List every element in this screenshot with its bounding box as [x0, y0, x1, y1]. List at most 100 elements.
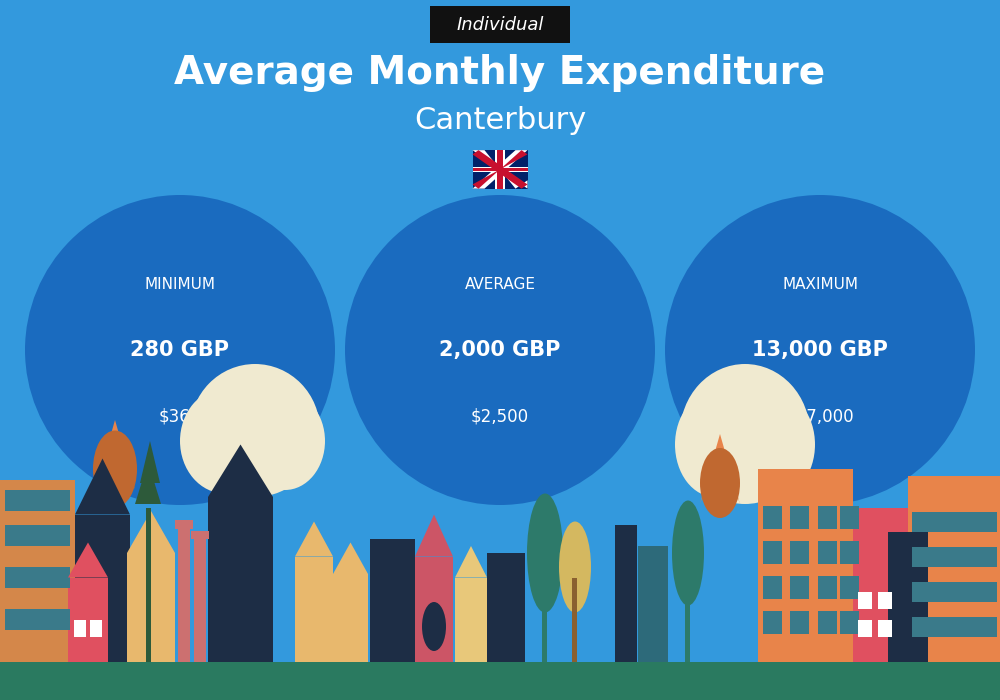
Bar [763, 506, 782, 528]
Bar [912, 582, 997, 602]
Bar [840, 541, 859, 564]
Bar [853, 508, 908, 662]
Bar [858, 592, 872, 609]
Bar [497, 150, 503, 188]
Polygon shape [75, 458, 130, 514]
Text: MAXIMUM: MAXIMUM [782, 277, 858, 293]
Bar [495, 150, 505, 188]
Text: $360: $360 [159, 407, 201, 426]
Text: AVERAGE: AVERAGE [464, 277, 536, 293]
Bar [763, 611, 782, 634]
Text: 2,000 GBP: 2,000 GBP [439, 340, 561, 360]
Bar [818, 576, 837, 598]
Ellipse shape [700, 448, 740, 518]
Bar [818, 541, 837, 564]
Bar [487, 553, 525, 662]
Bar [790, 506, 809, 528]
Polygon shape [415, 514, 453, 556]
Bar [840, 611, 859, 634]
Bar [194, 532, 206, 662]
Bar [790, 541, 809, 564]
Polygon shape [473, 150, 528, 188]
Polygon shape [140, 441, 160, 483]
Bar [370, 539, 415, 662]
Bar [333, 574, 368, 662]
Bar [5, 525, 70, 546]
Polygon shape [473, 150, 528, 188]
Bar [146, 508, 151, 662]
Bar [127, 553, 175, 662]
Bar [763, 541, 782, 564]
Text: MINIMUM: MINIMUM [144, 277, 216, 293]
Bar [818, 506, 837, 528]
Bar [878, 592, 892, 609]
Bar [5, 567, 70, 588]
Ellipse shape [180, 389, 270, 494]
Text: 13,000 GBP: 13,000 GBP [752, 340, 888, 360]
Ellipse shape [527, 494, 563, 612]
Bar [75, 514, 130, 662]
Bar [74, 620, 86, 637]
Bar [878, 620, 892, 637]
Bar [473, 167, 528, 172]
Polygon shape [473, 150, 528, 188]
Bar [90, 620, 102, 637]
Text: 280 GBP: 280 GBP [130, 340, 230, 360]
Ellipse shape [559, 522, 591, 612]
Ellipse shape [665, 195, 975, 505]
Bar [638, 546, 668, 662]
Bar [208, 497, 273, 662]
Polygon shape [127, 511, 175, 553]
Bar [572, 578, 577, 662]
Text: Individual: Individual [456, 15, 544, 34]
Ellipse shape [245, 392, 325, 490]
Text: Canterbury: Canterbury [414, 106, 586, 135]
Bar [5, 609, 70, 630]
Bar [415, 556, 453, 662]
Bar [888, 532, 928, 662]
Polygon shape [455, 546, 487, 578]
Ellipse shape [422, 602, 446, 651]
Bar [473, 167, 528, 172]
Polygon shape [473, 150, 528, 188]
Polygon shape [95, 420, 135, 490]
Ellipse shape [680, 364, 810, 504]
Bar [175, 520, 193, 528]
Ellipse shape [735, 392, 815, 497]
Bar [790, 611, 809, 634]
Ellipse shape [25, 195, 335, 505]
Bar [685, 567, 690, 661]
Bar [912, 512, 997, 532]
Bar [473, 150, 528, 188]
Text: Average Monthly Expenditure: Average Monthly Expenditure [174, 55, 826, 92]
Bar [758, 469, 853, 662]
Bar [0, 662, 1000, 700]
Bar [912, 617, 997, 637]
Bar [5, 490, 70, 511]
Bar [455, 578, 487, 662]
Ellipse shape [190, 364, 320, 497]
Polygon shape [135, 462, 161, 504]
Bar [790, 576, 809, 598]
Polygon shape [295, 522, 333, 556]
Bar [68, 578, 108, 662]
Ellipse shape [345, 195, 655, 505]
Bar [178, 522, 190, 662]
FancyBboxPatch shape [430, 6, 570, 43]
Text: $17,000: $17,000 [786, 407, 854, 426]
Bar [818, 611, 837, 634]
Bar [858, 620, 872, 637]
Bar [763, 576, 782, 598]
Ellipse shape [93, 430, 137, 508]
Bar [0, 480, 75, 662]
Bar [840, 506, 859, 528]
Bar [840, 576, 859, 598]
Polygon shape [208, 444, 273, 497]
Text: $2,500: $2,500 [471, 407, 529, 426]
Ellipse shape [675, 392, 755, 497]
Bar [542, 567, 547, 661]
Bar [295, 556, 333, 662]
Bar [912, 547, 997, 567]
Bar [908, 476, 1000, 662]
Polygon shape [700, 434, 740, 504]
